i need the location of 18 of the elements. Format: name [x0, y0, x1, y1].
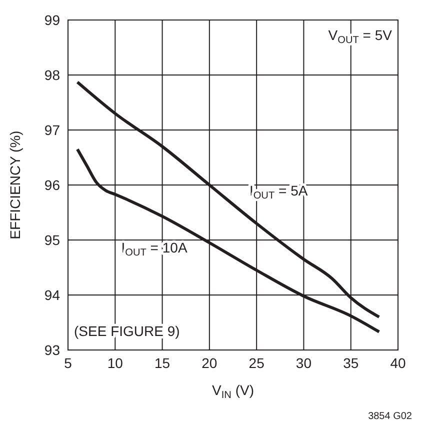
y-axis-title: EFFICIENCY (%) — [7, 130, 23, 240]
x-tick-label: 30 — [296, 354, 312, 371]
x-tick-label: 25 — [248, 354, 265, 371]
y-tick-label: 97 — [44, 122, 60, 138]
y-tick-label: 93 — [44, 342, 60, 358]
y-tick-label: 99 — [44, 12, 60, 28]
x-tick-label: 5 — [64, 354, 72, 371]
y-tick-label: 94 — [44, 286, 60, 303]
y-tick-label: 95 — [44, 232, 60, 248]
y-tick-label: 96 — [44, 176, 60, 193]
text: 3854 G02 — [368, 411, 412, 422]
x-tick-label: 35 — [343, 354, 359, 371]
x-axis-title: V$_{IN}$ (V) — [212, 382, 254, 400]
x-tick-label: 40 — [390, 354, 406, 371]
x-tick-label: 20 — [202, 354, 218, 371]
x-tick-label: 10 — [107, 354, 124, 371]
y-tick-label: 98 — [44, 66, 60, 83]
x-tick-label: 15 — [154, 354, 170, 371]
